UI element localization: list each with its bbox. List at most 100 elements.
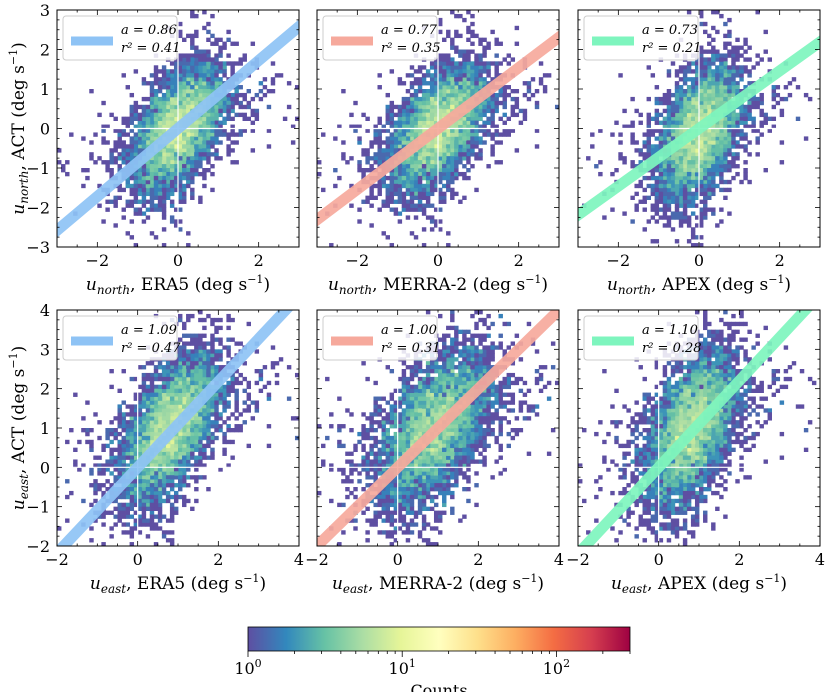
hist-cell — [85, 428, 90, 433]
hist-cell — [89, 467, 94, 472]
hist-cell — [198, 120, 203, 125]
hist-cell — [397, 435, 403, 441]
hist-cell — [703, 69, 708, 74]
hist-cell — [425, 96, 431, 102]
hist-cell — [674, 211, 680, 216]
hist-cell — [157, 416, 163, 421]
hist-cell — [751, 104, 756, 110]
hist-cell — [153, 522, 159, 527]
hist-cell — [117, 404, 122, 409]
hist-cell — [654, 187, 660, 193]
hist-cell — [141, 522, 147, 527]
hist-cell — [165, 69, 171, 74]
hist-cell — [719, 156, 724, 161]
hist-cell — [711, 179, 716, 185]
hist-cell — [413, 100, 419, 106]
hist-cell — [454, 61, 459, 66]
hist-cell — [109, 160, 114, 165]
hist-cell — [230, 100, 235, 106]
hist-cell — [401, 428, 407, 433]
hist-cell — [153, 372, 159, 378]
hist-cell — [101, 124, 106, 129]
hist-cell — [658, 120, 664, 125]
hist-cell — [190, 392, 195, 397]
hist-cell — [699, 104, 704, 110]
hist-cell — [650, 148, 656, 153]
hist-cell — [670, 179, 676, 185]
hist-cell — [438, 187, 443, 193]
hist-cell — [137, 487, 143, 492]
hist-cell — [699, 69, 704, 74]
hist-cell — [125, 510, 130, 515]
hist-cell — [157, 400, 163, 405]
hist-cell — [161, 498, 167, 504]
hist-cell — [642, 195, 647, 200]
hist-cell — [454, 372, 459, 378]
hist-cell — [405, 132, 411, 137]
hist-cell — [194, 132, 199, 137]
hist-cell — [125, 132, 130, 137]
hist-cell — [678, 175, 684, 181]
hist-cell — [438, 199, 443, 204]
hist-cell — [341, 140, 346, 145]
hist-cell — [658, 215, 664, 220]
hist-cell — [129, 108, 135, 114]
hist-cell — [178, 376, 183, 382]
hist-cell — [129, 526, 135, 531]
hist-cell — [65, 479, 70, 484]
hist-cell — [149, 502, 155, 508]
hist-cell — [129, 148, 135, 153]
hist-cell — [490, 61, 495, 66]
hist-cell — [133, 510, 139, 515]
hist-cell — [458, 33, 463, 39]
hist-cell — [429, 175, 435, 181]
hist-cell — [125, 152, 130, 157]
hist-cell — [173, 96, 179, 102]
hist-cell — [157, 471, 163, 476]
hist-cell — [157, 132, 163, 137]
hist-cell — [727, 168, 732, 173]
hist-cell — [194, 148, 199, 153]
hist-cell — [409, 108, 415, 114]
hist-cell — [429, 65, 435, 70]
y-tick-label: −3 — [26, 238, 50, 257]
x-tick-label: −2 — [86, 251, 110, 270]
hist-cell — [462, 443, 467, 449]
hist-cell — [466, 160, 471, 165]
hist-cell — [739, 89, 744, 94]
hist-cell — [218, 325, 223, 331]
hist-cell — [153, 487, 159, 492]
hist-cell — [169, 416, 175, 421]
hist-cell — [690, 191, 696, 197]
hist-cell — [129, 451, 135, 456]
hist-cell — [462, 408, 467, 413]
hist-cell — [462, 195, 467, 200]
hist-cell — [182, 195, 187, 200]
hist-cell — [145, 120, 151, 125]
hist-cell — [206, 132, 211, 137]
hist-cell — [759, 96, 764, 102]
hist-cell — [165, 494, 171, 500]
hist-cell — [413, 187, 419, 193]
hist-cell — [462, 92, 467, 98]
hist-cell — [662, 199, 668, 204]
hist-cell — [670, 156, 676, 161]
hist-cell — [686, 77, 692, 82]
hist-cell — [743, 116, 748, 121]
hist-cell — [206, 81, 211, 86]
hist-cell — [703, 171, 708, 177]
hist-cell — [165, 479, 171, 484]
hist-cell — [690, 183, 696, 189]
hist-cell — [129, 408, 135, 413]
hist-cell — [381, 140, 386, 145]
hist-cell — [450, 396, 455, 401]
hist-cell — [510, 89, 516, 94]
hist-cell — [182, 175, 187, 181]
hist-cell — [602, 215, 607, 220]
hist-cell — [490, 144, 495, 149]
hist-cell — [654, 179, 660, 185]
hist-cell — [389, 487, 395, 492]
hist-cell — [186, 455, 191, 460]
hist-cell — [206, 349, 211, 354]
hist-cell — [711, 164, 716, 169]
